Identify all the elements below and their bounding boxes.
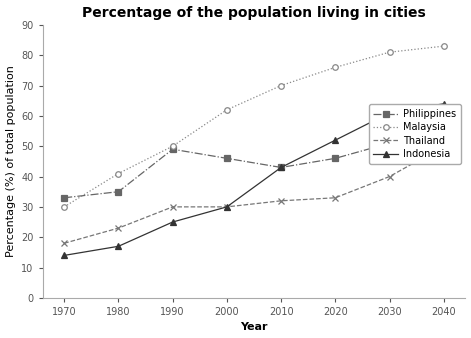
Y-axis label: Percentage (%) of total population: Percentage (%) of total population	[6, 66, 16, 257]
Title: Percentage of the population living in cities: Percentage of the population living in c…	[82, 5, 426, 20]
Legend: Philippines, Malaysia, Thailand, Indonesia: Philippines, Malaysia, Thailand, Indones…	[369, 104, 461, 164]
X-axis label: Year: Year	[240, 322, 268, 333]
